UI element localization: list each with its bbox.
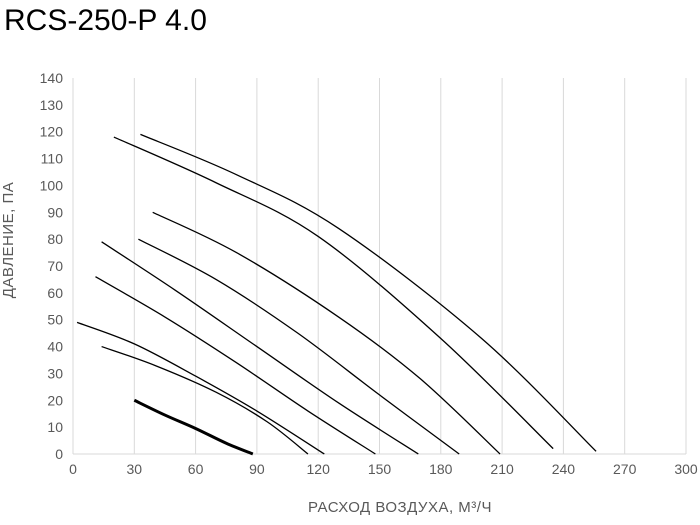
y-tick-label: 0: [55, 446, 63, 462]
series-line-curve-6: [138, 238, 460, 455]
y-tick-label: 90: [47, 204, 63, 220]
x-tick-label: 0: [69, 461, 77, 477]
y-tick-label: 100: [40, 177, 64, 193]
series-line-curve-5: [101, 241, 419, 455]
y-tick-label: 80: [47, 231, 63, 247]
y-tick-label: 20: [47, 392, 63, 408]
y-tick-label: 120: [40, 124, 64, 140]
y-tick-label: 110: [41, 151, 64, 167]
y-tick-label: 40: [47, 339, 63, 355]
y-tick-label: 130: [40, 97, 64, 113]
x-axis-title: РАСХОД ВОЗДУХА, М³/Ч: [308, 499, 492, 516]
series-line-curve-3: [76, 321, 325, 455]
x-tick-label: 210: [490, 461, 514, 477]
series-line-curve-9: [140, 133, 597, 452]
series-line-curve-8: [113, 136, 554, 450]
y-tick-label: 60: [47, 285, 63, 301]
x-tick-label: 270: [613, 461, 637, 477]
x-tick-label: 120: [307, 461, 331, 477]
x-tick-label: 150: [368, 461, 392, 477]
y-tick-label: 10: [47, 419, 63, 435]
x-tick-label: 30: [127, 461, 143, 477]
x-tick-label: 300: [674, 461, 698, 477]
series-line-curve-4: [95, 276, 376, 455]
y-tick-label: 50: [47, 312, 63, 328]
y-axis-title: ДАВЛЕНИЕ, ПА: [0, 182, 17, 299]
grid-layer: [72, 78, 687, 455]
x-tick-label: 180: [429, 461, 453, 477]
page-title: RCS-250-P 4.0: [4, 4, 207, 37]
x-tick-label: 90: [249, 461, 265, 477]
series-layer: [76, 133, 597, 456]
y-tick-label: 70: [47, 258, 63, 274]
tick-layer: 0 30 60 90 120 150 180 210 240 270 300 0 10 20 30 40 50 6…: [40, 70, 698, 477]
y-tick-label: 140: [40, 70, 64, 86]
series-line-curve-1: [133, 398, 254, 456]
y-tick-label: 30: [47, 365, 63, 381]
x-tick-label: 240: [552, 461, 576, 477]
series-line-curve-7: [152, 211, 501, 455]
x-tick-label: 60: [188, 461, 204, 477]
series-line-curve-2: [101, 345, 309, 455]
